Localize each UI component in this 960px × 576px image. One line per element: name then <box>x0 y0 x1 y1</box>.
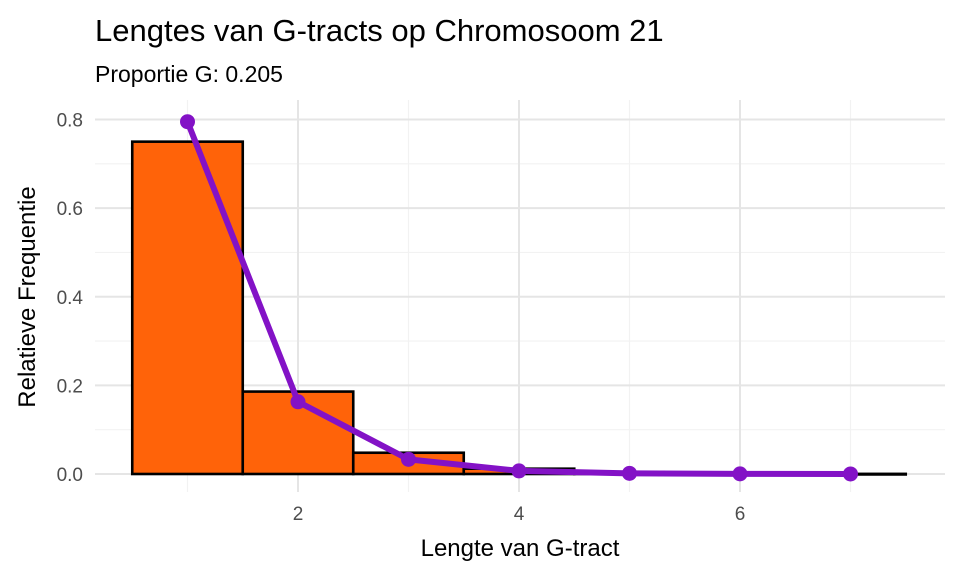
y-axis-ticks: 0.0 0.2 0.4 0.6 0.8 <box>57 111 84 487</box>
series-point <box>401 451 416 467</box>
series-point <box>843 466 858 482</box>
series-point <box>290 394 306 410</box>
x-axis-ticks: 2 4 6 <box>293 504 746 525</box>
frequency-line <box>180 114 858 482</box>
x-tick-label: 2 <box>293 504 304 525</box>
y-tick-label: 0.8 <box>57 111 83 132</box>
series-point <box>180 114 195 130</box>
y-axis-label: Relatieve Frequentie <box>14 186 41 407</box>
series-point <box>511 463 527 479</box>
chart-title: Lengtes van G-tracts op Chromosoom 21 <box>95 13 664 48</box>
y-tick-label: 0.0 <box>57 465 83 486</box>
chart-subtitle: Proportie G: 0.205 <box>95 61 283 87</box>
x-axis-label: Lengte van G-tract <box>421 535 620 562</box>
y-tick-label: 0.2 <box>57 376 83 397</box>
series-point <box>732 466 748 482</box>
x-tick-label: 6 <box>735 504 746 525</box>
x-tick-label: 4 <box>514 504 525 525</box>
y-tick-label: 0.4 <box>57 288 84 309</box>
series-point <box>622 465 637 481</box>
y-tick-label: 0.6 <box>57 199 83 220</box>
histogram-bar <box>130 140 245 476</box>
